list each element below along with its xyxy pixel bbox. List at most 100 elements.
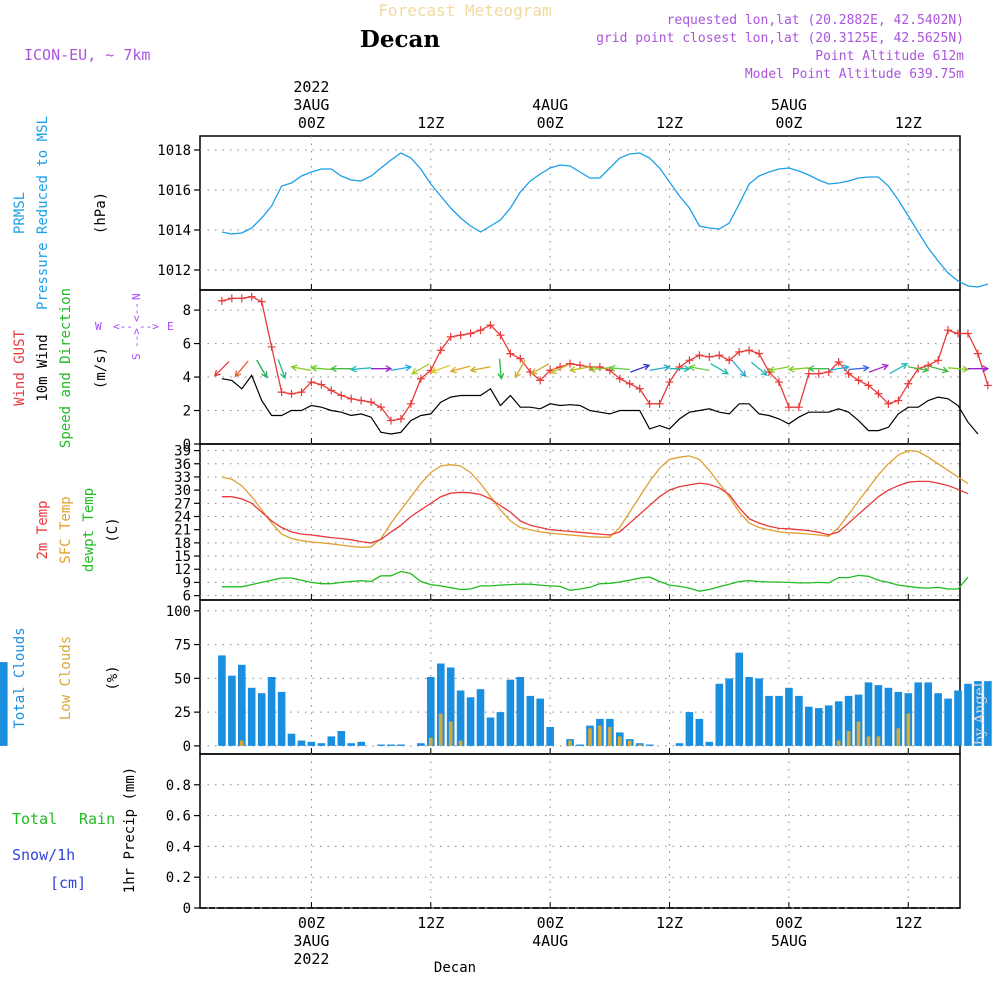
total-clouds-bar [228,675,236,746]
gust-marker [536,376,545,385]
xaxis-top-label: 12Z [417,114,444,132]
low-clouds-bar [906,713,911,746]
compass-s: S [130,353,143,360]
series-line-prmsl [221,152,989,288]
gust-marker [416,374,425,383]
gust-marker [257,297,266,306]
gust-marker [973,349,982,358]
ytick-label: 39 [174,444,191,460]
xaxis-bottom-label: 12Z [417,914,444,932]
xaxis-top-label: 12Z [895,114,922,132]
total-clouds-bar [437,663,445,746]
total-clouds-bar [466,697,475,746]
wind-direction-arrow [947,365,970,373]
gust-marker [287,389,296,398]
ytick-label: 75 [174,638,191,654]
wind-direction-arrow [234,360,249,378]
ytick-label: 4 [183,370,191,386]
ytick-label: 12 [174,562,191,578]
total-clouds-bar [317,743,326,746]
ytick-label: 21 [174,523,191,539]
wind-direction-arrow [310,364,332,372]
total-clouds-bar [924,682,932,746]
gust-marker [297,388,306,397]
pressure-label-prmsl: PRMSL [12,192,28,234]
requested-lonlat: requested lon,lat (20.2882E, 42.5402N) [667,13,964,28]
ytick-label: 0.4 [166,839,191,855]
panel-frame-temperature [199,443,961,601]
gust-marker [347,394,356,403]
wind-direction-arrow [449,365,471,374]
total-clouds-bar [844,695,853,746]
gust-marker [735,347,744,356]
total-clouds-bar [0,662,8,746]
xaxis-bottom-label: 3AUG [293,932,329,950]
gust-marker [436,346,445,355]
gust-marker [227,294,236,303]
total-clouds-bar [874,685,883,746]
xaxis-top-label: 4AUG [532,96,568,114]
compass-w: W [95,320,102,333]
wind-direction-arrow [889,363,909,375]
total-clouds-bar [725,678,733,746]
panel-frame-precip [199,753,961,909]
ytick-label: 0.6 [166,809,191,825]
gust-marker [506,349,515,358]
ytick-label: 0.2 [166,870,191,886]
compass-arrow-right: --> [139,320,159,333]
temp-sfc-label: SFC Temp [58,496,74,563]
low-clouds-bar [588,728,592,746]
gust-marker [456,331,465,340]
low-clouds-bar [836,740,841,746]
gust-marker [963,329,972,338]
ytick-label: 33 [174,470,191,486]
xaxis-top-label: 5AUG [771,96,807,114]
pressure-unit: (hPa) [93,192,109,234]
wind-direction-arrow [669,365,691,373]
wind-direction-arrow [828,364,850,372]
total-clouds-bar [516,677,525,746]
xaxis-top-label: 00Z [537,114,564,132]
ytick-label: 6 [183,337,191,353]
gust-marker [755,349,764,358]
ytick-label: 50 [174,671,191,687]
ytick-label: 6 [183,589,191,605]
gust-marker [516,354,525,363]
total-clouds-bar [546,727,554,746]
wind-direction-arrow [256,359,268,379]
gust-marker [864,381,873,390]
wind-direction-arrow [807,365,829,373]
gust-marker [406,399,415,408]
wind-direction-arrow [497,358,505,380]
low-clouds-bar [568,740,572,746]
wind-gust-label: Wind GUST [12,330,28,406]
gust-marker [874,389,883,398]
total-clouds-bar [526,695,535,746]
total-clouds-bar [815,708,823,746]
gust-marker [665,378,674,387]
total-clouds-bar [914,682,922,746]
compass-rose: W <-- --> E N <-- --> S [95,293,174,360]
super-title: Forecast Meteogram [378,1,551,20]
low-clouds-bar [608,727,612,746]
wind-direction-arrow [371,365,393,373]
series-line-wind-gust [221,296,989,422]
wind-direction-arrow [349,365,372,373]
xaxis-bottom-label: 5AUG [771,932,807,950]
gust-marker [367,398,376,407]
total-clouds-bar [218,655,226,746]
xaxis-bottom-label: 12Z [895,914,922,932]
gust-marker [804,369,813,378]
total-clouds-bar [417,743,425,746]
gust-marker [277,388,286,397]
low-clouds-bar [429,737,433,746]
xaxis-bottom-label: 00Z [775,914,802,932]
ytick-label: 30 [174,483,191,499]
total-clouds-bar [834,701,843,746]
ytick-label: 1014 [157,223,191,239]
ytick-label: 1018 [157,143,191,159]
gust-marker [983,381,992,390]
total-clouds-bar [506,679,515,746]
total-clouds-bar [854,694,863,746]
gust-marker [844,369,853,378]
